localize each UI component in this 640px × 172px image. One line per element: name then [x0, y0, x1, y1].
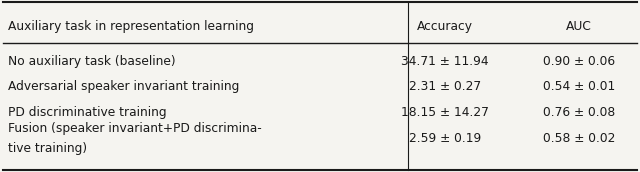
- Text: 0.90 ± 0.06: 0.90 ± 0.06: [543, 55, 615, 68]
- Text: Auxiliary task in representation learning: Auxiliary task in representation learnin…: [8, 20, 253, 33]
- Text: Fusion (speaker invariant+PD discrimina-: Fusion (speaker invariant+PD discrimina-: [8, 122, 261, 135]
- Text: 18.15 ± 14.27: 18.15 ± 14.27: [401, 106, 489, 119]
- Text: PD discriminative training: PD discriminative training: [8, 106, 166, 119]
- Text: AUC: AUC: [566, 20, 592, 33]
- Text: 0.54 ± 0.01: 0.54 ± 0.01: [543, 80, 615, 93]
- Text: Accuracy: Accuracy: [417, 20, 473, 33]
- Text: 2.59 ± 0.19: 2.59 ± 0.19: [409, 132, 481, 145]
- Text: 0.58 ± 0.02: 0.58 ± 0.02: [543, 132, 616, 145]
- Text: Adversarial speaker invariant training: Adversarial speaker invariant training: [8, 80, 239, 93]
- Text: 0.76 ± 0.08: 0.76 ± 0.08: [543, 106, 615, 119]
- Text: 2.31 ± 0.27: 2.31 ± 0.27: [409, 80, 481, 93]
- Text: 34.71 ± 11.94: 34.71 ± 11.94: [401, 55, 488, 68]
- Text: No auxiliary task (baseline): No auxiliary task (baseline): [8, 55, 175, 68]
- Text: tive training): tive training): [8, 142, 87, 155]
